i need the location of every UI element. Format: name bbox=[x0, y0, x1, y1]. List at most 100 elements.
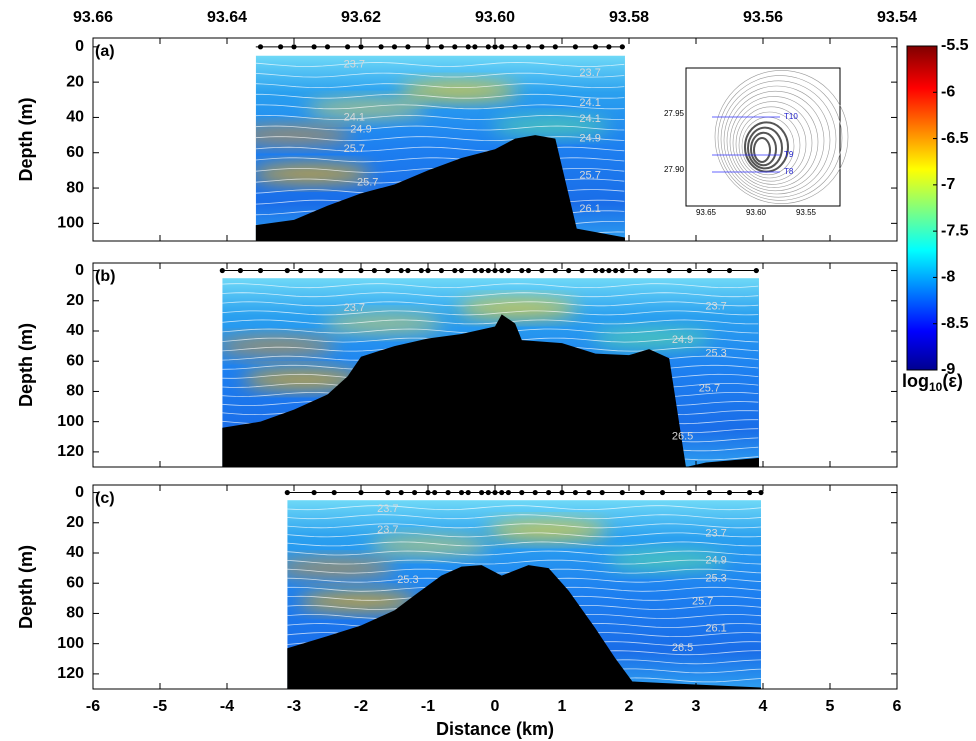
x-tick-label: -4 bbox=[220, 698, 234, 715]
station bbox=[646, 267, 652, 274]
y-tick-label: 40 bbox=[66, 322, 84, 339]
station bbox=[539, 267, 545, 274]
station bbox=[525, 267, 532, 274]
station bbox=[758, 489, 764, 496]
contour-label: 23.7 bbox=[344, 58, 365, 70]
colorbar-label: log10(ε) bbox=[902, 371, 963, 394]
y-axis-label: Depth (m) bbox=[16, 98, 36, 182]
isopycnal bbox=[255, 125, 625, 131]
station bbox=[338, 267, 344, 274]
contour-label: 25.7 bbox=[692, 595, 713, 607]
y-tick-label: 60 bbox=[66, 144, 84, 161]
station bbox=[425, 267, 431, 274]
field-patch bbox=[606, 551, 727, 570]
station bbox=[458, 267, 465, 274]
station bbox=[278, 44, 284, 50]
station bbox=[726, 489, 733, 496]
station bbox=[613, 267, 619, 274]
contour-label: 23.7 bbox=[705, 527, 726, 539]
isopycnal bbox=[255, 114, 625, 120]
y-tick-label: 60 bbox=[66, 574, 84, 591]
station bbox=[599, 489, 605, 496]
field-patch bbox=[306, 99, 427, 118]
station bbox=[579, 267, 585, 274]
station bbox=[492, 489, 498, 496]
panel-label: (a) bbox=[95, 43, 115, 60]
station bbox=[237, 267, 243, 274]
contour-label: 25.7 bbox=[579, 170, 600, 182]
isopycnal bbox=[287, 505, 761, 511]
y-tick-label: 100 bbox=[57, 215, 84, 232]
inset-contour bbox=[738, 111, 801, 179]
lon-tick-label: 93.60 bbox=[475, 9, 515, 26]
contour-label: 23.7 bbox=[579, 67, 600, 79]
x-tick-label: 1 bbox=[558, 698, 567, 715]
station bbox=[371, 267, 377, 274]
isopycnal bbox=[255, 62, 625, 67]
isopycnal bbox=[255, 157, 625, 163]
x-tick-label: -5 bbox=[153, 698, 167, 715]
contour-label: 25.3 bbox=[705, 348, 726, 360]
contour-label: 24.9 bbox=[579, 133, 600, 145]
station bbox=[552, 44, 558, 50]
inset-contour bbox=[723, 85, 831, 195]
colorbar-tick-label: -6.5 bbox=[941, 130, 969, 147]
contour-label: 25.3 bbox=[705, 573, 726, 585]
field-patch bbox=[369, 536, 490, 555]
station bbox=[492, 267, 498, 274]
panel: 23.723.724.124.924.124.124.925.725.725.7… bbox=[16, 37, 898, 242]
field-patch bbox=[255, 126, 353, 145]
lon-tick-label: 93.56 bbox=[743, 9, 783, 26]
y-tick-label: 0 bbox=[75, 262, 84, 279]
isopycnal bbox=[255, 104, 625, 110]
seafloor bbox=[287, 565, 761, 689]
station bbox=[492, 44, 498, 50]
station bbox=[432, 489, 438, 496]
station bbox=[425, 44, 431, 50]
isopycnal bbox=[287, 514, 761, 520]
field-patch bbox=[222, 337, 336, 356]
panel-label: (c) bbox=[95, 490, 115, 507]
station bbox=[532, 489, 538, 496]
contour-label: 25.3 bbox=[397, 574, 418, 586]
station bbox=[592, 44, 599, 50]
contour-label: 24.9 bbox=[672, 334, 693, 346]
inset-transect-label: T9 bbox=[784, 150, 794, 159]
y-tick-label: 20 bbox=[66, 514, 84, 531]
station bbox=[619, 44, 625, 50]
colorbar-label-rest: (ε) bbox=[942, 371, 963, 391]
station bbox=[385, 267, 391, 274]
contour-label: 23.7 bbox=[344, 302, 365, 314]
contour-label: 23.7 bbox=[377, 524, 398, 536]
y-tick-label: 20 bbox=[66, 73, 84, 90]
x-tick-label: 0 bbox=[491, 698, 500, 715]
station bbox=[592, 267, 599, 274]
isopycnal bbox=[255, 72, 625, 78]
station bbox=[485, 267, 491, 274]
station bbox=[298, 267, 304, 274]
contour-label: 26.5 bbox=[672, 642, 693, 654]
station bbox=[472, 44, 478, 50]
station bbox=[519, 489, 525, 496]
station bbox=[219, 267, 225, 274]
colorbar-tick-label: -9 bbox=[941, 361, 955, 378]
y-tick-label: 100 bbox=[57, 635, 84, 652]
inset-contour bbox=[720, 80, 837, 198]
colorbar-tick-label: -8.5 bbox=[941, 315, 969, 332]
isopycnal bbox=[255, 146, 625, 152]
x-tick-label: 6 bbox=[893, 698, 902, 715]
field-patch bbox=[487, 521, 608, 540]
lon-tick-label: 93.62 bbox=[341, 9, 381, 26]
contour-label: 25.7 bbox=[357, 177, 378, 189]
x-tick-label: 2 bbox=[625, 698, 634, 715]
inset-contour bbox=[714, 70, 849, 204]
contour-label: 23.7 bbox=[705, 301, 726, 313]
inset-contour bbox=[717, 75, 843, 201]
station bbox=[358, 267, 364, 274]
contour-label: 24.1 bbox=[344, 111, 365, 123]
station bbox=[398, 489, 404, 496]
station bbox=[465, 44, 471, 50]
lon-tick-label: 93.58 bbox=[609, 9, 649, 26]
panel: 23.7 23.7 23.7 24.9 25.3 25.3 25.7 26.1 26.5 0 20 4… bbox=[16, 484, 898, 690]
